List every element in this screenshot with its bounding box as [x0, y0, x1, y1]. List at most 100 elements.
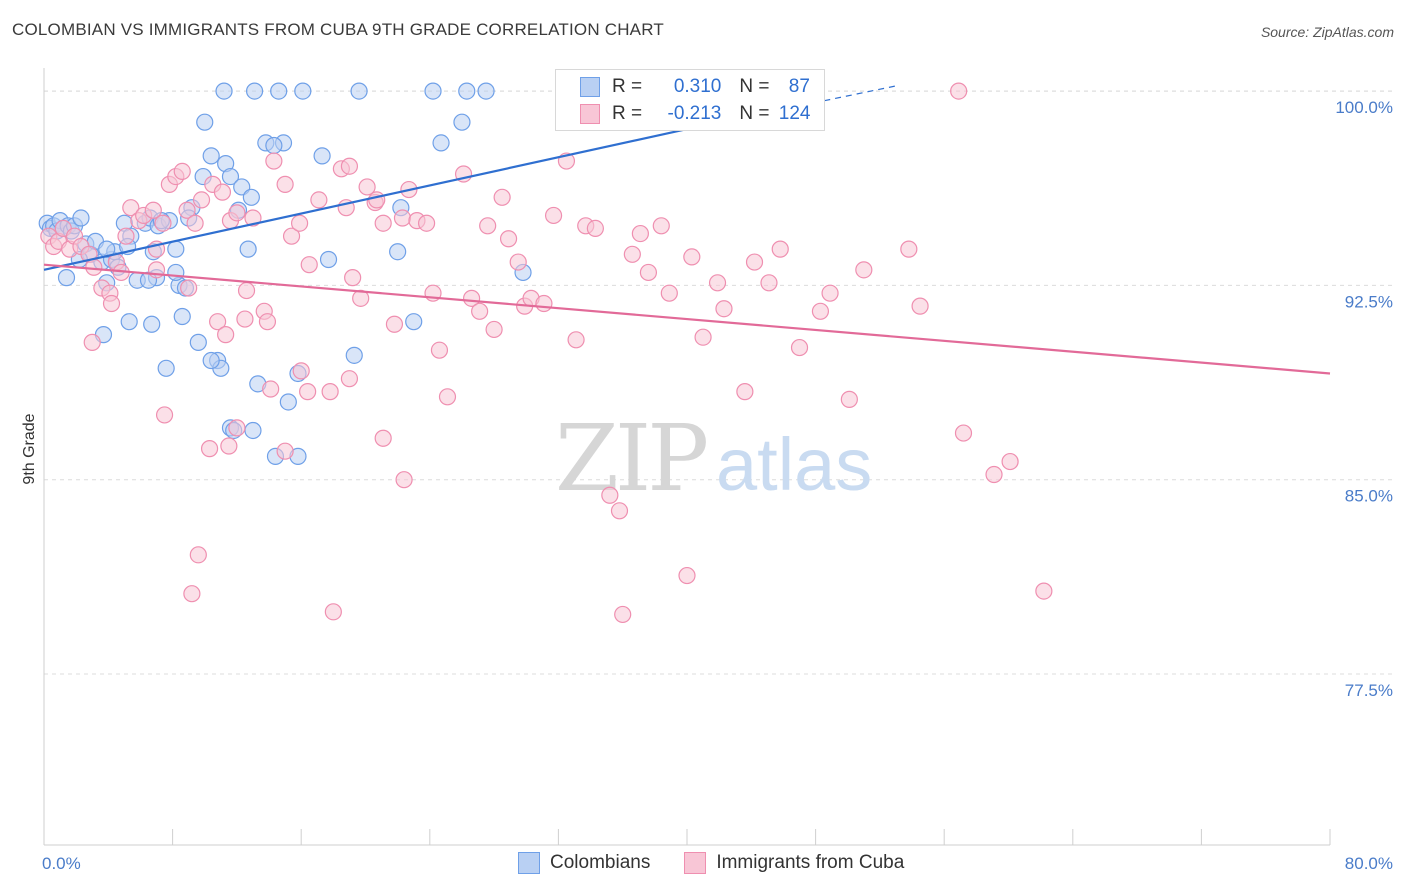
stats-legend: R = 0.310 N = 87 R = -0.213 N = 124 — [555, 69, 825, 131]
cuba-point — [393, 209, 412, 227]
cuba-point — [954, 424, 973, 442]
cuba-point — [282, 227, 301, 245]
cuba-point — [395, 471, 413, 489]
cuba-point — [144, 201, 162, 219]
colombian-point — [270, 82, 288, 100]
cuba-point — [321, 383, 339, 401]
y-tick-label: 85.0% — [1345, 487, 1393, 506]
cuba-point — [310, 191, 328, 209]
cuba-point — [189, 546, 207, 564]
legend-label-cuba: Immigrants from Cuba — [716, 852, 905, 873]
colombian-point — [202, 351, 220, 370]
cuba-point — [192, 191, 211, 209]
cuba-point — [213, 183, 232, 201]
colombian-point — [350, 82, 368, 100]
cuba-point — [180, 279, 198, 297]
watermark-atlas: atlas — [716, 423, 872, 506]
cuba-point — [292, 362, 310, 380]
cuba-point — [352, 289, 370, 307]
cuba-point — [122, 199, 140, 217]
watermark: ZIP atlas — [555, 405, 872, 512]
cuba-point — [417, 214, 436, 232]
y-tick-label: 100.0% — [1335, 98, 1393, 117]
cuba-point — [117, 227, 135, 245]
cuba-point — [462, 289, 481, 307]
cuba-point — [950, 82, 968, 100]
cuba-point — [178, 201, 196, 219]
colombian-point — [458, 82, 476, 100]
cuba-point — [715, 300, 733, 318]
cuba-point — [610, 502, 629, 520]
cuba-point — [200, 440, 219, 458]
cuba-point — [438, 388, 457, 406]
y-axis-label: 9th Grade — [21, 413, 38, 484]
colombian-point — [319, 250, 338, 269]
x-tick-label: 80.0% — [1345, 854, 1393, 873]
colombian-point — [313, 147, 331, 165]
cuba-point — [237, 281, 256, 300]
cuba-point — [1035, 582, 1053, 600]
cuba-point — [601, 486, 619, 504]
colombian-point — [432, 134, 450, 152]
colombian-point — [167, 240, 185, 258]
colombian-point — [143, 315, 161, 333]
cuba-point — [374, 214, 392, 232]
legend-swatch-cuba — [684, 852, 707, 874]
legend-swatch-blue — [580, 77, 600, 97]
legend-n-value: 124 — [778, 103, 811, 124]
cuba-point — [683, 248, 701, 266]
cuba-point — [183, 585, 201, 603]
cuba-point — [340, 157, 359, 175]
cuba-points — [40, 82, 1053, 624]
cuba-point — [374, 429, 392, 447]
legend-r-label: R = — [612, 103, 648, 124]
colombian-point — [72, 209, 90, 227]
colombian-point — [202, 147, 220, 165]
cuba-point — [985, 465, 1003, 484]
cuba-point — [358, 178, 376, 196]
colombian-point — [424, 82, 442, 100]
cuba-point — [154, 214, 172, 232]
cuba-point — [639, 263, 658, 282]
tick-labels: 77.5% 85.0% 92.5% 100.0% 0.0% 80.0% — [42, 98, 1393, 873]
y-tick-label: 77.5% — [1345, 681, 1393, 700]
cuba-point — [102, 294, 121, 313]
cuba-point — [479, 217, 497, 235]
legend-row-cuba: R = -0.213 N = 124 — [556, 101, 810, 127]
cuba-point — [499, 230, 518, 248]
legend-r-value: -0.213 — [667, 103, 722, 124]
cuba-point — [911, 297, 929, 315]
colombian-point — [57, 269, 76, 287]
colombians-trendline — [43, 126, 696, 271]
colombian-point — [245, 82, 264, 100]
colombians-points — [38, 82, 600, 465]
legend-r-value: 0.310 — [673, 76, 722, 97]
colombian-point — [405, 313, 423, 331]
cuba-point — [220, 437, 238, 455]
cuba-point — [790, 338, 809, 357]
cuba-point — [244, 209, 262, 227]
cuba-point — [567, 331, 585, 349]
colombian-point — [345, 346, 363, 364]
cuba-point — [708, 274, 727, 292]
cuba-point — [344, 269, 362, 287]
chart-title: COLOMBIAN VS IMMIGRANTS FROM CUBA 9TH GR… — [12, 20, 664, 39]
cuba-point — [811, 302, 830, 320]
cuba-point — [276, 175, 294, 193]
cuba-point — [324, 603, 342, 621]
legend-label-colombians: Colombians — [550, 852, 651, 873]
cuba-point — [535, 294, 553, 313]
legend-n-label: N = — [739, 76, 775, 97]
cuba-point — [1001, 452, 1019, 471]
colombian-point — [279, 393, 297, 411]
cuba-point — [544, 206, 563, 225]
legend-swatch-pink — [580, 104, 600, 124]
colombian-point — [167, 263, 185, 282]
cuba-point — [209, 313, 227, 331]
series-legend: Colombians Immigrants from Cuba — [518, 852, 904, 874]
x-tick-label: 0.0% — [42, 854, 81, 873]
cuba-point — [485, 320, 503, 339]
cuba-point — [736, 383, 754, 401]
cuba-point — [652, 217, 670, 235]
